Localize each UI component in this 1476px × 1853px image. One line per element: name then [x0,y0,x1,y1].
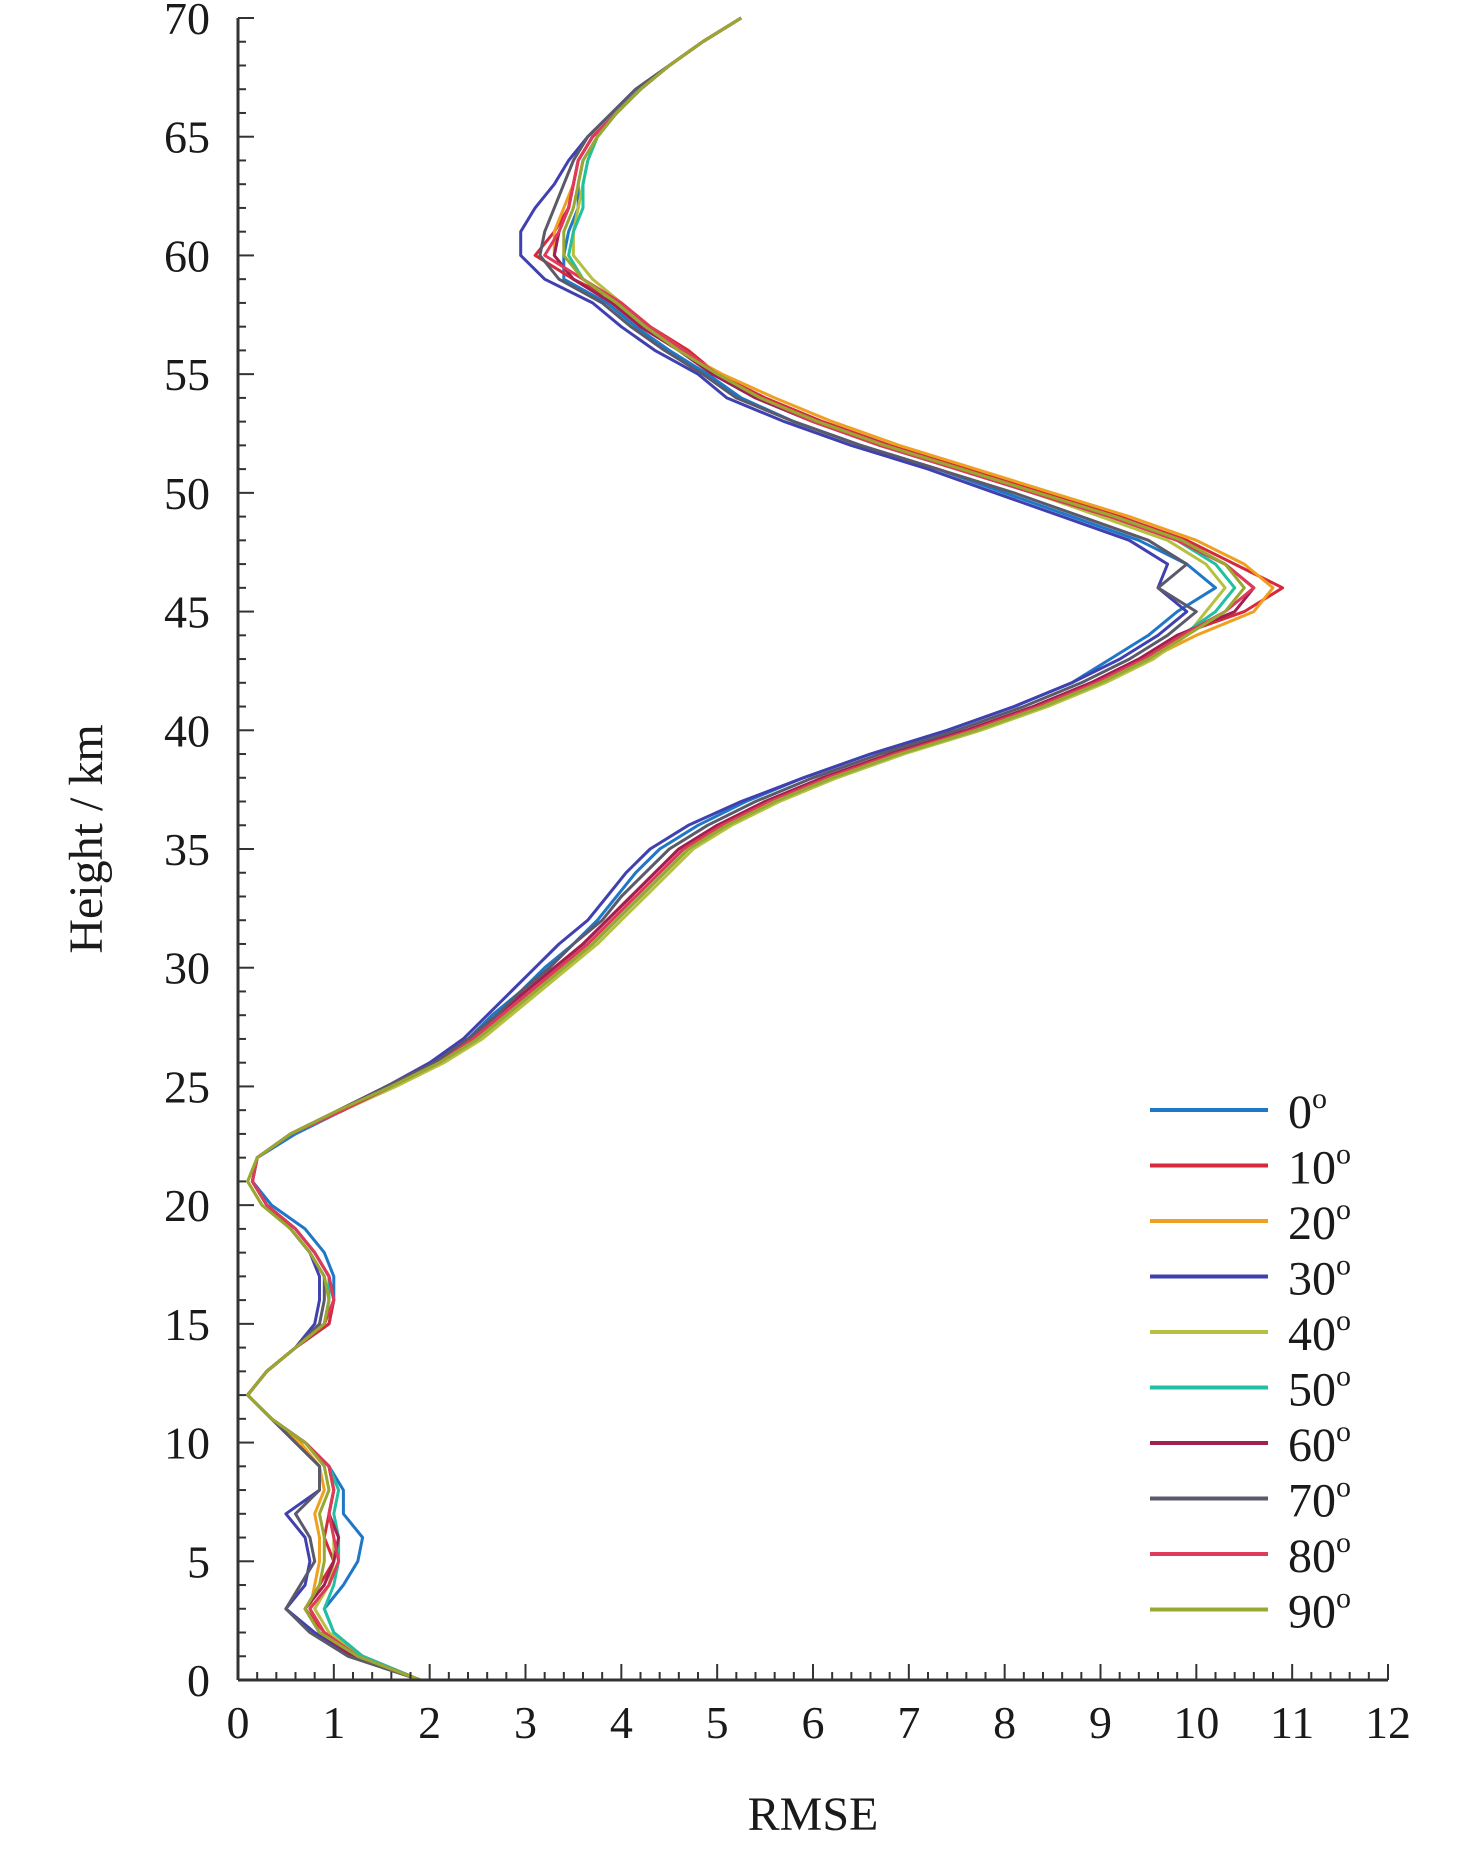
y-tick-label: 60 [164,230,210,281]
y-tick-label: 40 [164,705,210,756]
series-layer [246,16,1285,1682]
x-tick-label: 9 [1089,1697,1112,1748]
legend-label-9: 90o [1288,1582,1351,1639]
y-tick-label: 70 [164,0,210,44]
legend-label-7: 70o [1288,1471,1351,1528]
x-tick-label: 3 [514,1697,537,1748]
series-line-8 [246,16,1256,1682]
x-axis-title: RMSE [748,1788,879,1841]
legend-label-8: 80o [1288,1526,1351,1583]
y-tick-label: 45 [164,587,210,638]
legend-label-3: 30o [1288,1249,1351,1306]
axes-layer: 0 1 2 3 4 5 6 7 8 9 10 11 12 05101520253035404550556… [164,0,1411,1748]
x-tick-label: 11 [1270,1697,1314,1748]
x-tick-label: 10 [1173,1697,1219,1748]
series-line-6 [246,16,1256,1682]
legend-label-4: 40o [1288,1304,1351,1361]
y-tick-label: 5 [187,1536,210,1587]
y-axis-title: Height / km [60,724,113,953]
series-line-4 [246,16,1227,1682]
series-line-0 [246,16,1217,1682]
y-tick-label: 50 [164,468,210,519]
x-tick-label: 6 [802,1697,825,1748]
legend-label-0: 0o [1288,1082,1327,1139]
x-axis-ticks: 0 1 2 3 4 5 6 7 8 9 10 11 12 [227,1664,1411,1748]
y-tick-label: 55 [164,349,210,400]
y-tick-label: 65 [164,112,210,163]
legend-label-5: 50o [1288,1360,1351,1417]
series-line-7 [246,16,1198,1682]
x-tick-label: 8 [993,1697,1016,1748]
series-line-5 [246,16,1237,1682]
legend-label-1: 10o [1288,1138,1351,1195]
series-line-1 [246,16,1285,1682]
x-tick-label: 12 [1365,1697,1411,1748]
series-line-2 [246,16,1275,1682]
y-tick-label: 35 [164,824,210,875]
x-tick-label: 7 [897,1697,920,1748]
series-line-3 [246,16,1189,1682]
y-tick-label: 30 [164,943,210,994]
x-tick-label: 2 [418,1697,441,1748]
y-axis-ticks: 0 5 10 15 20 25 30 35 40 45 50 55 60 65 70 [164,0,254,1706]
y-tick-label: 0 [187,1655,210,1706]
x-tick-label: 4 [610,1697,633,1748]
legend-label-6: 60o [1288,1415,1351,1472]
y-tick-label: 20 [164,1180,210,1231]
x-tick-label: 0 [227,1697,250,1748]
legend-label-2: 20o [1288,1193,1351,1250]
y-tick-label: 10 [164,1418,210,1469]
x-tick-label: 1 [322,1697,345,1748]
series-line-9 [246,16,1246,1682]
x-tick-label: 5 [706,1697,729,1748]
y-tick-label: 15 [164,1299,210,1350]
y-tick-label: 25 [164,1061,210,1112]
